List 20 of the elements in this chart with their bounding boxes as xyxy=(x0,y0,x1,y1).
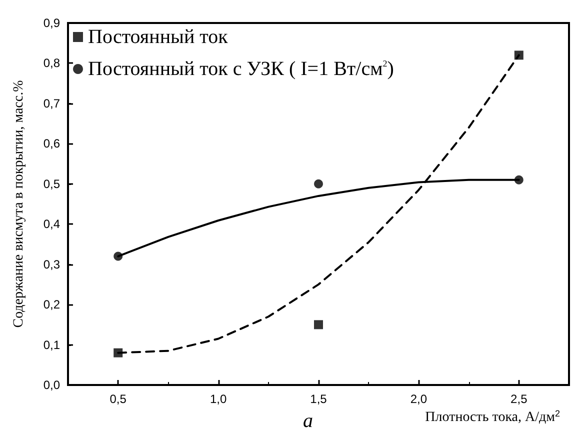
x-tick-label: 2,0 xyxy=(410,392,428,406)
y-tick-label: 0,5 xyxy=(43,176,60,191)
y-tick-label: 0,3 xyxy=(43,257,60,272)
x-tick-label: 2,5 xyxy=(510,392,528,406)
y-tick-label: 0,8 xyxy=(43,56,60,70)
y-tick-label: 0,9 xyxy=(43,16,60,30)
legend-label: Постоянный ток xyxy=(88,26,228,48)
y-tick-label: 0,4 xyxy=(43,217,60,232)
x-tick-label: 1,0 xyxy=(210,392,227,406)
point xyxy=(314,179,323,188)
x-tick-label: 0,5 xyxy=(110,392,127,406)
y-tick-label: 0,1 xyxy=(43,338,60,352)
text: a xyxy=(303,410,313,432)
point xyxy=(314,320,323,330)
x-tick-label: 1,5 xyxy=(310,392,328,406)
y-tick-label: 0,2 xyxy=(43,298,60,312)
y-tick-label: 0,7 xyxy=(43,96,60,110)
y-axis-title: Содержание висмута в покрытии, масс.% xyxy=(12,80,26,328)
y-tick-label: 0,6 xyxy=(43,136,60,151)
y-tick-label: 0,0 xyxy=(43,378,60,392)
